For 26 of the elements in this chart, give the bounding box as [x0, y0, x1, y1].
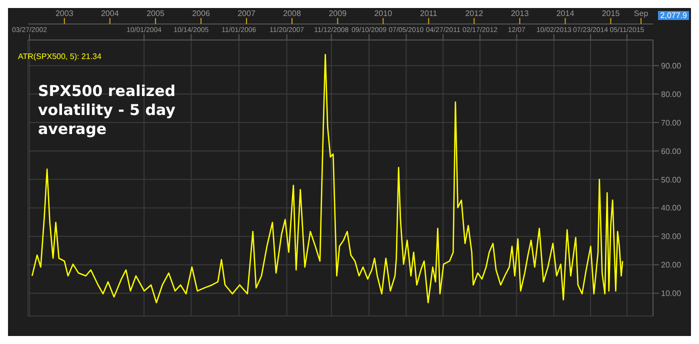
- text: ATR(SPX500, 5): 21.34: [18, 52, 102, 61]
- x-tick-label: 2010: [374, 9, 393, 18]
- y-tick-label: 50.00: [661, 175, 682, 184]
- y-tick-label: 40.00: [661, 204, 682, 213]
- x-tick-label: 2006: [192, 9, 210, 18]
- x-tick-label: 2015: [602, 9, 620, 18]
- y-tick-label: 10.00: [661, 289, 682, 298]
- y-tick-label: 70.00: [661, 118, 682, 128]
- x-tick-label: 2003: [56, 9, 74, 18]
- x-tick-label: 2014: [556, 9, 575, 18]
- x-tick-label: 2005: [146, 9, 165, 18]
- x-tick-label: 2007: [238, 9, 256, 18]
- text: 2,077.9: [658, 11, 689, 20]
- y-tick-label: 30.00: [661, 232, 682, 242]
- text: SPX500 realized volatility - 5 day average: [38, 82, 177, 139]
- x-tick-label: 2012: [465, 9, 484, 18]
- x-tick-label: 2004: [100, 9, 120, 18]
- y-tick-label: 60.00: [661, 146, 682, 156]
- x-tick-label: 2013: [510, 9, 530, 18]
- x-tick-label: Sep: [634, 9, 649, 18]
- x-tick-label: 2011: [420, 9, 438, 18]
- x-tick-label: 2008: [283, 9, 302, 18]
- y-tick-label: 20.00: [661, 260, 682, 270]
- x-tick-label: 2009: [328, 9, 348, 18]
- y-tick-label: 90.00: [661, 61, 682, 70]
- y-tick-label: 80.00: [661, 90, 682, 99]
